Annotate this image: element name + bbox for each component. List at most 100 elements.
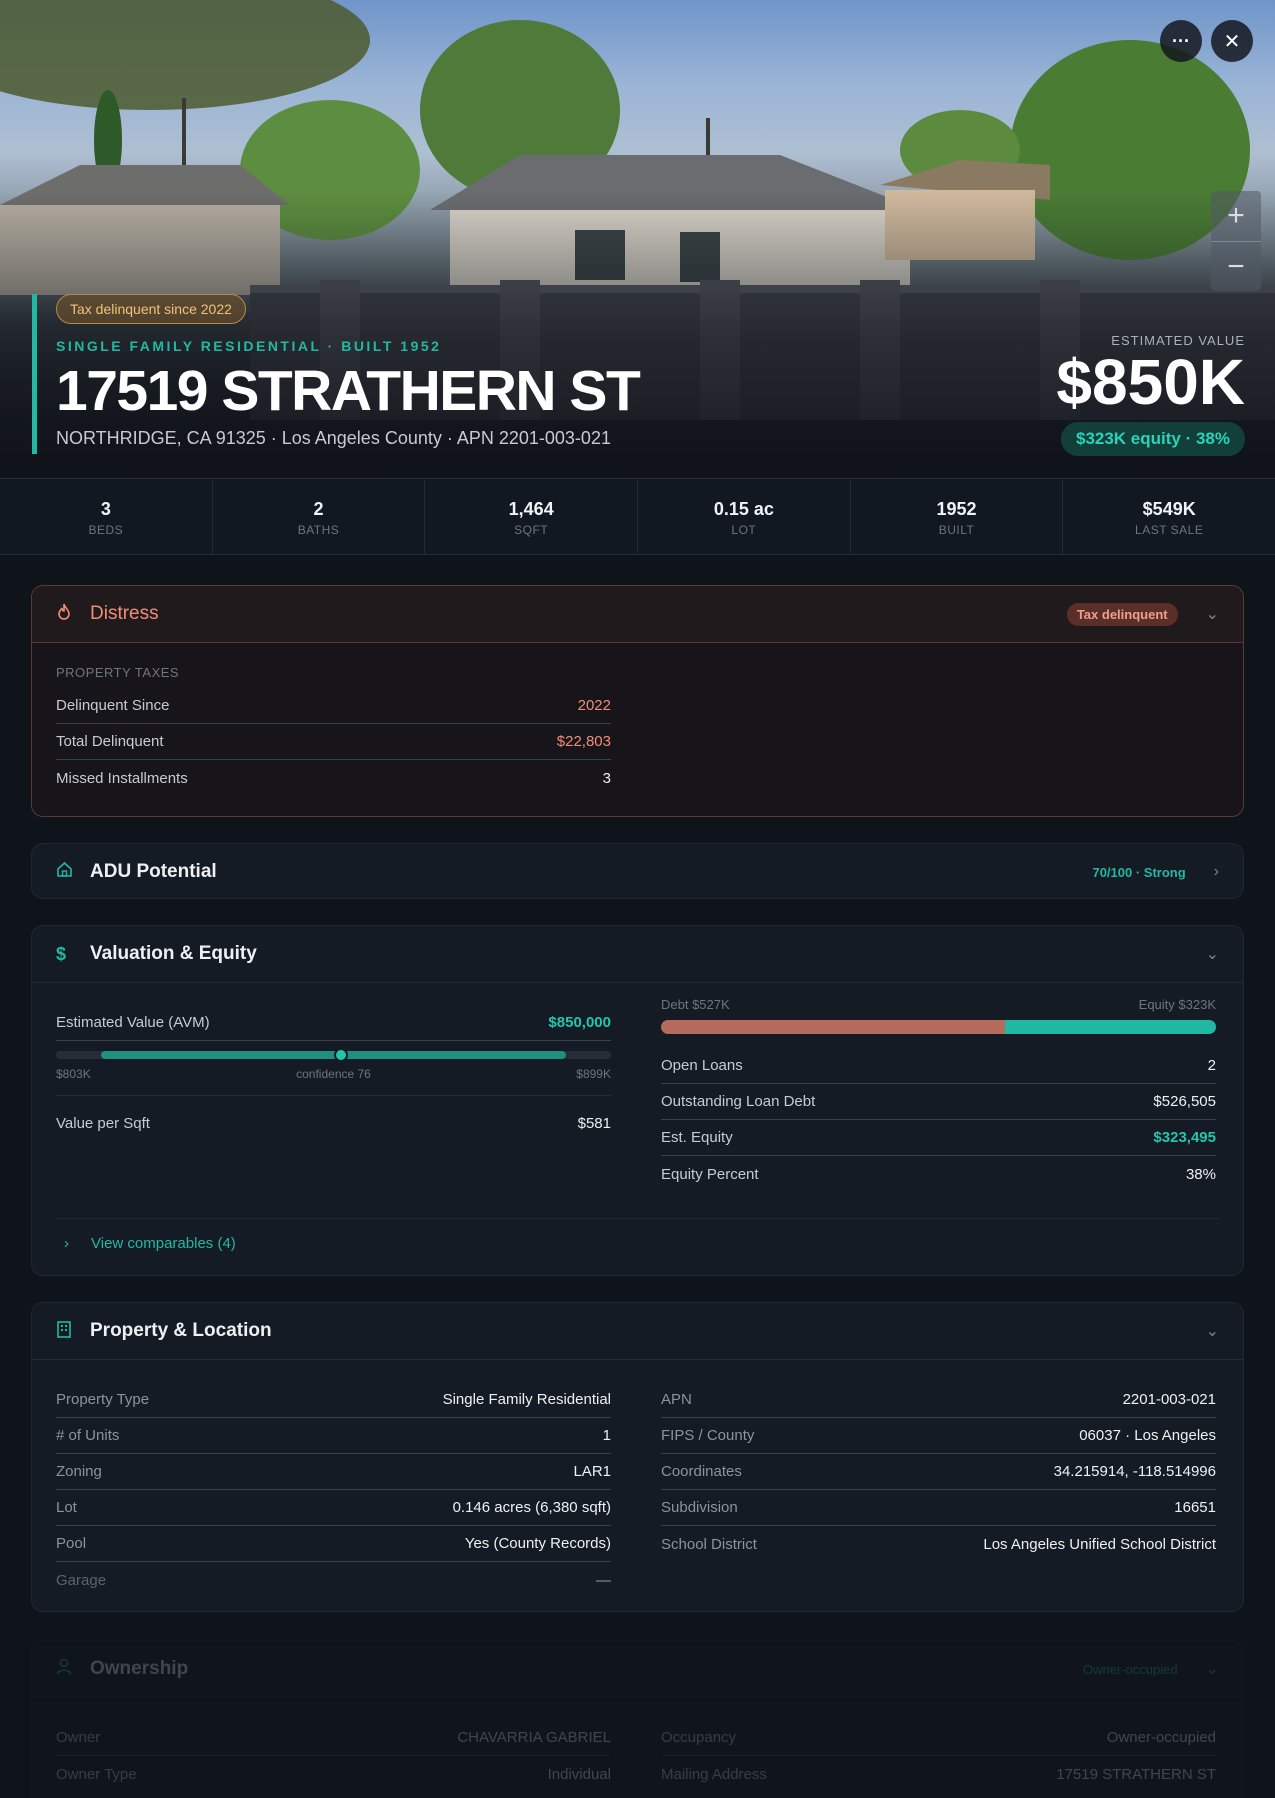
row-label: School District (661, 1535, 757, 1553)
table-row: FIPS / County 06037 · Los Angeles (661, 1418, 1216, 1454)
table-row: Mailing Address 17519 STRATHERN ST (661, 1756, 1216, 1792)
table-row: Est. Equity $323,495 (661, 1120, 1216, 1156)
row-value: 17519 STRATHERN ST (1056, 1765, 1216, 1783)
valuation-header[interactable]: $ Valuation & Equity ⌄ (32, 926, 1243, 982)
estimated-value-block: ESTIMATED VALUE $850K $323K equity · 38% (1056, 333, 1245, 456)
avm-range-labels: $803K confidence 76 $899K (56, 1067, 611, 1081)
property-address-title: 17519 STRATHERN ST (56, 359, 641, 423)
more-options-button[interactable]: ··· (1160, 20, 1202, 62)
distress-badge: Tax delinquent (1066, 602, 1178, 626)
row-label: Garage (56, 1571, 107, 1589)
equity-segment (1005, 1020, 1216, 1034)
row-label: Owner (56, 1729, 101, 1746)
dollar-icon: $ (56, 943, 67, 964)
equity-column: Debt $527K Equity $323K Open Loans 2 Outs… (661, 997, 1216, 1192)
stat-label: BEDS (88, 523, 124, 537)
table-row: Delinquent Since 2022 (56, 688, 611, 724)
chevron-right-icon: › (64, 1235, 69, 1252)
debt-equity-labels: Debt $527K Equity $323K (661, 997, 1216, 1012)
zoom-out-button[interactable]: − (1211, 241, 1261, 291)
row-value: $323,495 (1153, 1129, 1216, 1146)
table-row: Zoning LAR1 (56, 1454, 611, 1490)
row-label: Missed Installments (56, 769, 188, 787)
ownership-header[interactable]: Ownership Owner-occupied ⌄ (32, 1641, 1243, 1697)
chevron-down-icon[interactable]: ⌄ (1205, 946, 1219, 963)
row-value: 3 (602, 769, 611, 787)
stat-value: 1,464 (508, 499, 554, 519)
chevron-down-icon[interactable]: ⌄ (1205, 1323, 1219, 1340)
stat-value: 2 (313, 499, 324, 519)
close-icon: ✕ (1223, 30, 1241, 53)
stat-value: 0.15 ac (713, 499, 774, 519)
estimated-value-label: ESTIMATED VALUE (1111, 333, 1245, 348)
property-subtitle: SINGLE FAMILY RESIDENTIAL · BUILT 1952 (56, 338, 442, 354)
equity-label: Equity $323K (1138, 997, 1216, 1012)
property-left-column: Property Type Single Family Residential #… (56, 1382, 611, 1598)
stat-sqft: 1,464 SQFT (425, 480, 639, 554)
row-label: Open Loans (661, 1057, 743, 1074)
ownership-right-column: Occupancy Owner-occupied Mailing Address 1… (661, 1720, 1216, 1792)
row-value: Individual (547, 1765, 611, 1783)
view-comparables-link[interactable]: › View comparables (4) (56, 1218, 1219, 1252)
row-label: Equity Percent (661, 1165, 759, 1183)
ownership-badge: Owner-occupied (1082, 1661, 1178, 1677)
avm-low: $803K (56, 1067, 91, 1081)
property-right-column: APN 2201-003-021 FIPS / County 06037 · Los… (661, 1382, 1216, 1598)
chevron-down-icon[interactable]: ⌄ (1205, 1661, 1219, 1678)
debt-segment (661, 1020, 1006, 1034)
chevron-right-icon[interactable]: › (1213, 863, 1219, 880)
comparables-label: View comparables (4) (91, 1235, 236, 1252)
distress-header[interactable]: Distress Tax delinquent ⌄ (32, 586, 1243, 642)
avm-confidence: confidence 76 (296, 1067, 371, 1081)
distress-card: Distress Tax delinquent ⌄ PROPERTY TAXES… (31, 585, 1244, 817)
minus-icon: − (1227, 249, 1245, 283)
row-label: Coordinates (661, 1463, 742, 1480)
row-value: 06037 · Los Angeles (1079, 1427, 1216, 1444)
table-row: Garage — (56, 1562, 611, 1598)
avm-estimate-marker (334, 1048, 348, 1062)
row-label: APN (661, 1391, 692, 1408)
table-row: Property Type Single Family Residential (56, 1382, 611, 1418)
property-location-line: NORTHRIDGE, CA 91325 · Los Angeles Count… (56, 427, 611, 448)
avm-value: $850,000 (548, 1014, 611, 1031)
stat-label: BUILT (938, 523, 975, 537)
row-value: Los Angeles Unified School District (983, 1535, 1216, 1553)
stat-baths: 2 BATHS (213, 480, 426, 554)
valuation-equity-card: $ Valuation & Equity ⌄ Estimated Value (… (31, 925, 1244, 1276)
stat-built: 1952 BUILT (851, 480, 1064, 554)
close-button[interactable]: ✕ (1211, 20, 1253, 62)
stat-label: SQFT (514, 523, 549, 537)
table-row: Equity Percent 38% (661, 1156, 1216, 1192)
adu-header[interactable]: ADU Potential 70/100 · Strong › (32, 844, 1243, 898)
stat-beds: 3 BEDS (0, 480, 213, 554)
stat-lot: 0.15 ac LOT (638, 480, 851, 554)
equity-pill: $323K equity · 38% (1060, 422, 1245, 456)
distress-table: Delinquent Since 2022 Total Delinquent $22… (56, 688, 611, 796)
table-row: # of Units 1 (56, 1418, 611, 1454)
table-row: Pool Yes (County Records) (56, 1526, 611, 1562)
row-label: Subdivision (661, 1499, 738, 1516)
more-icon: ··· (1172, 30, 1190, 51)
property-header[interactable]: Property & Location ⌄ (32, 1303, 1243, 1359)
valuation-body: Estimated Value (AVM) $850,000 $803K con… (32, 982, 1243, 1252)
row-value: 2022 (577, 697, 611, 714)
ownership-left-column: Owner CHAVARRIA GABRIEL Owner Type Individ… (56, 1720, 611, 1792)
ownership-card: Ownership Owner-occupied ⌄ Owner CHAVARRI… (31, 1640, 1244, 1798)
adu-title: ADU Potential (90, 861, 217, 882)
zoom-in-button[interactable]: + (1211, 191, 1261, 241)
user-icon (56, 1658, 76, 1680)
stat-value: 3 (100, 499, 111, 519)
row-value: $526,505 (1153, 1093, 1216, 1110)
distress-title: Distress (90, 603, 159, 624)
row-label: Zoning (56, 1463, 102, 1480)
adu-potential-card[interactable]: ADU Potential 70/100 · Strong › (31, 843, 1244, 899)
stat-label: BATHS (297, 523, 340, 537)
table-row: School District Los Angeles Unified Schoo… (661, 1526, 1216, 1562)
stat-last-sale: $549K LAST SALE (1063, 480, 1275, 554)
chevron-down-icon[interactable]: ⌄ (1205, 606, 1219, 623)
row-value: 34.215914, -118.514996 (1053, 1463, 1216, 1480)
row-value: Owner-occupied (1106, 1729, 1216, 1746)
stat-label: LOT (731, 523, 757, 537)
avm-label: Estimated Value (AVM) (56, 1014, 210, 1031)
hero-street-view: ··· ✕ + − Tax delinquent since 2022 SING… (0, 0, 1275, 479)
